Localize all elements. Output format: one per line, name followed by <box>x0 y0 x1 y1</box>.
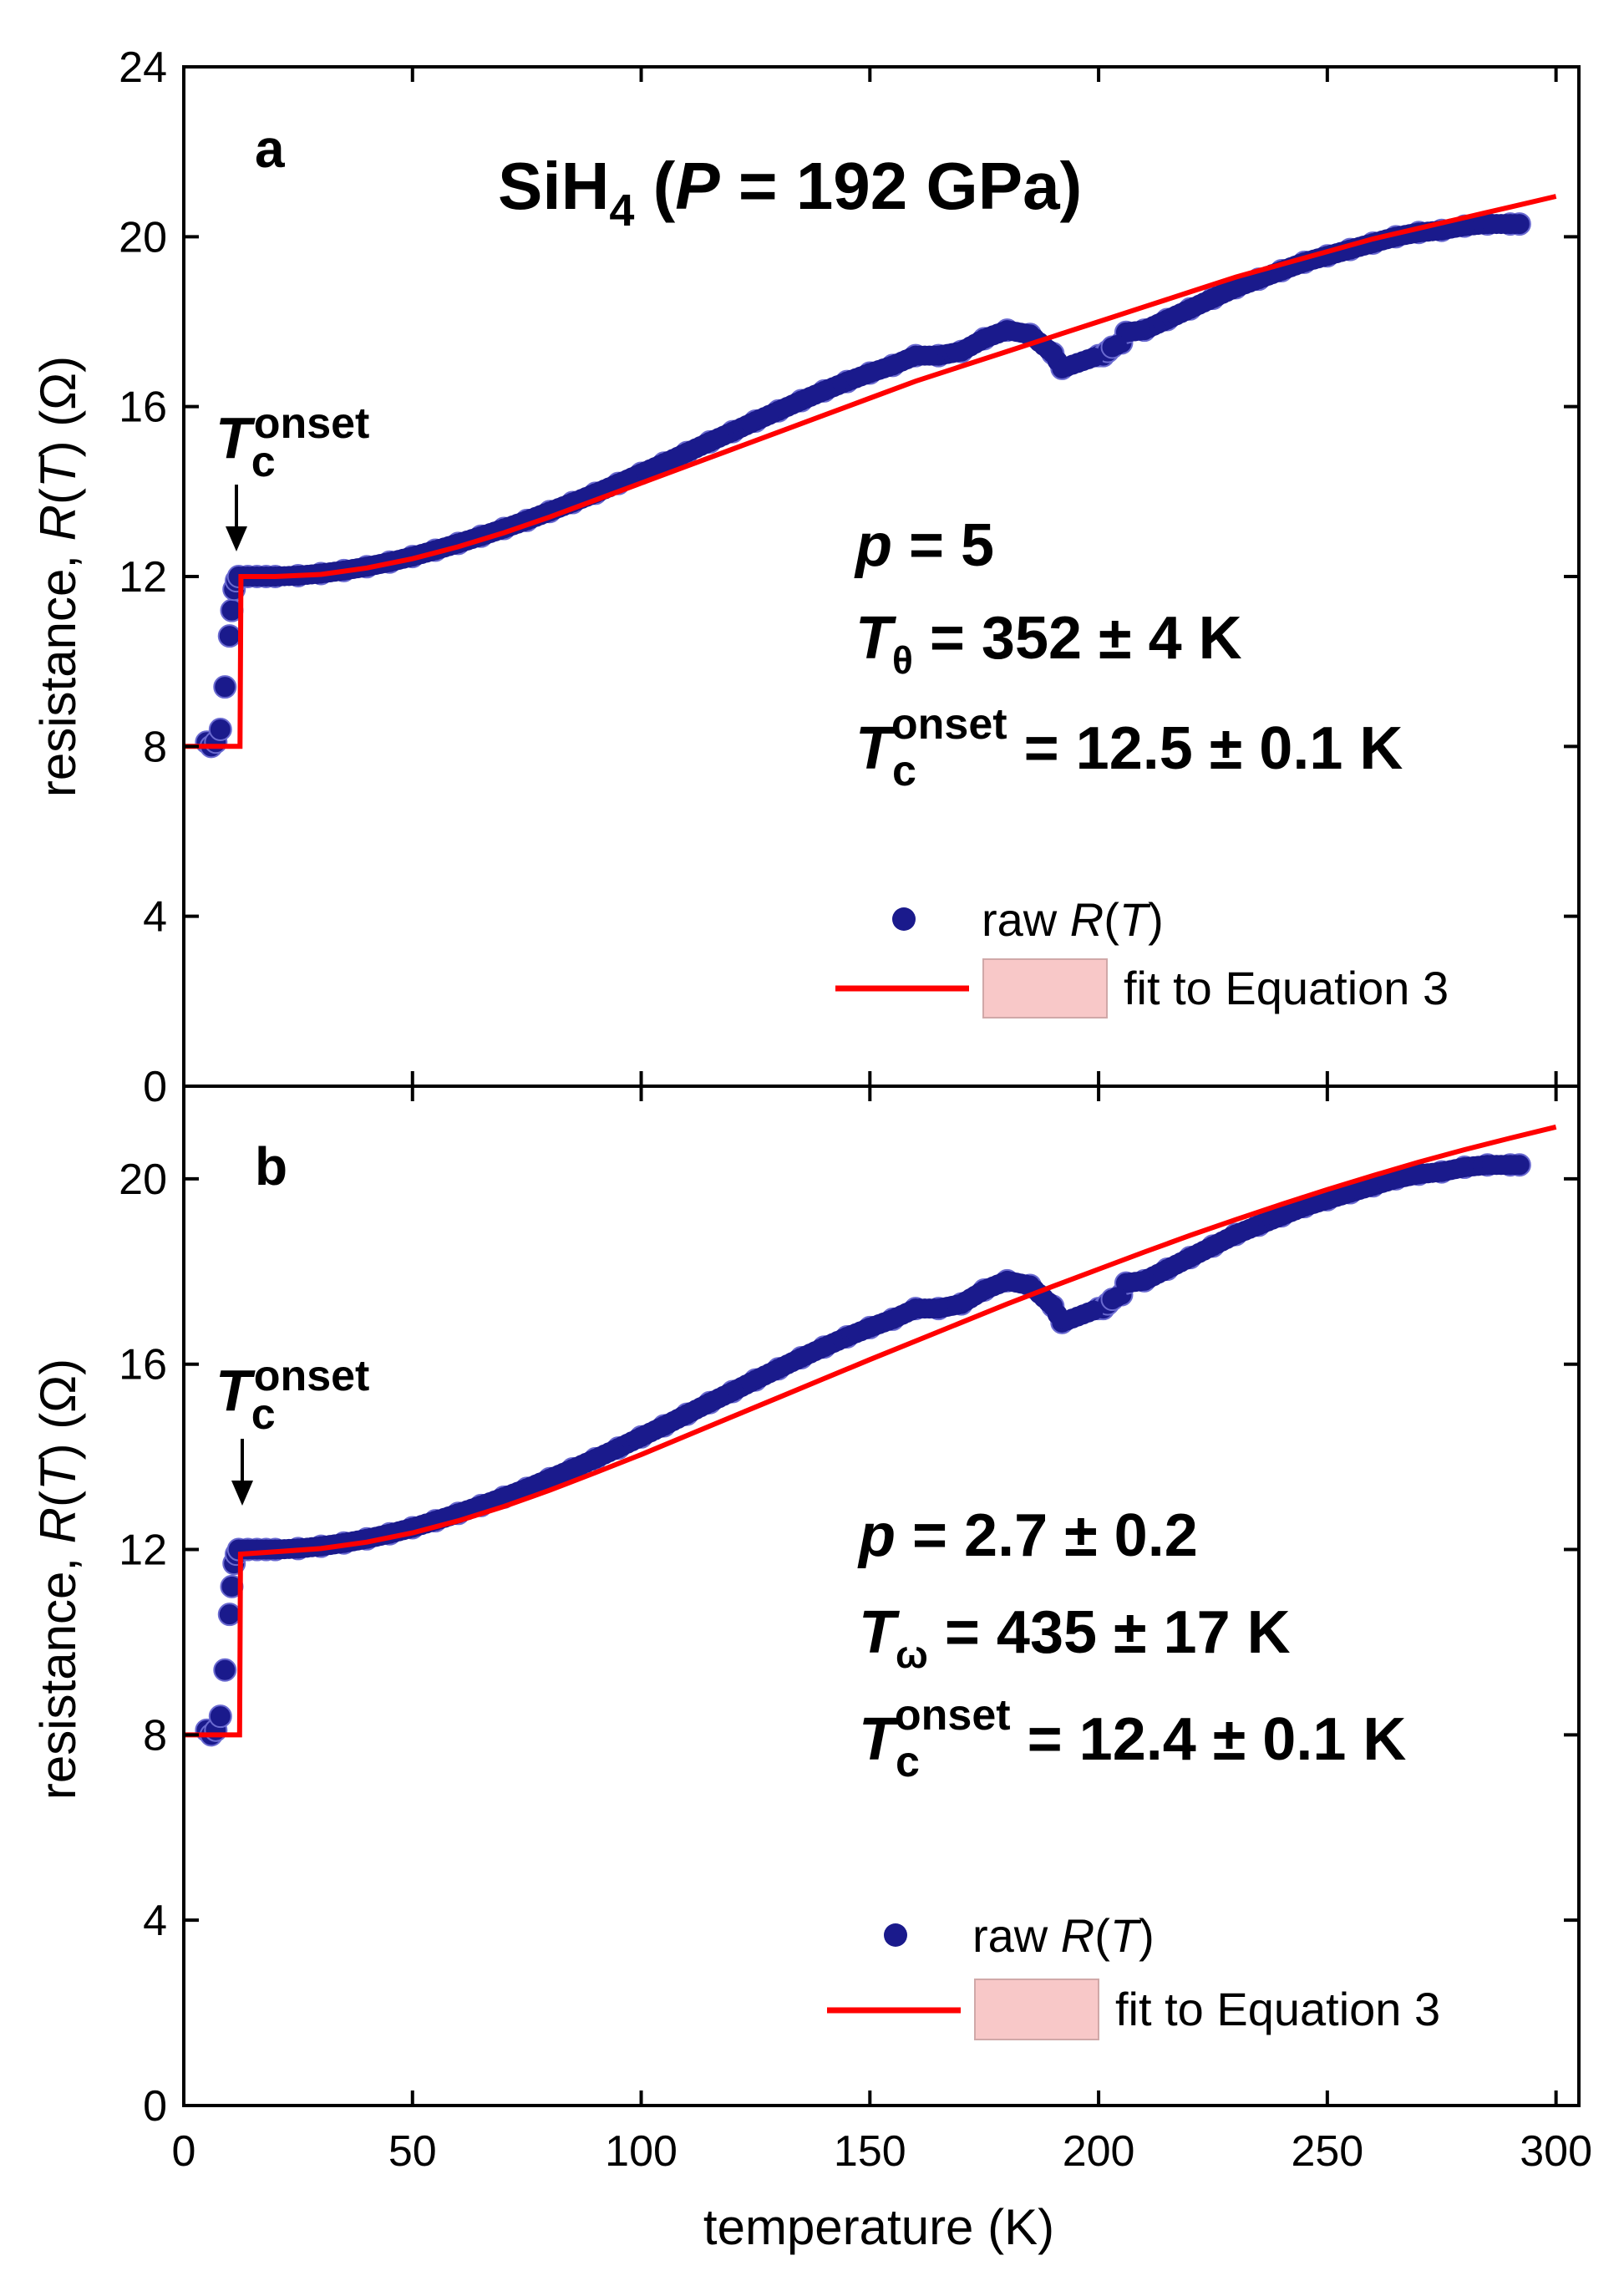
x-tick-label: 250 <box>1291 2127 1363 2176</box>
y-tick-label: 16 <box>119 384 167 432</box>
legend-fit-band-b <box>974 1979 1099 2040</box>
x-tick-label: 0 <box>172 2127 196 2176</box>
fit-line <box>184 1124 1557 1738</box>
legend-raw-marker-a <box>892 907 916 931</box>
param-tc-a: Tconset = 12.5 ± 0.1 K <box>855 700 1403 795</box>
y-tick-label: 16 <box>119 1341 167 1389</box>
param-tomega-b: Tω = 435 ± 17 K <box>859 1599 1291 1676</box>
raw-point <box>1505 214 1525 235</box>
panel-label-b: b <box>255 1136 287 1196</box>
y-tick-label: 20 <box>119 213 167 262</box>
raw-point <box>1083 347 1104 368</box>
tc-onset-annotation-b: Tconset <box>216 1352 369 1506</box>
y-tick-label: 4 <box>143 893 167 942</box>
legend-fit-band-a <box>982 958 1108 1019</box>
tc-arrow-head-a <box>226 526 247 551</box>
fit-series-a <box>184 194 1557 749</box>
y-tick-label: 12 <box>119 553 167 602</box>
param-p-b: p = 2.7 ± 0.2 <box>857 1502 1198 1569</box>
y-tick-label: 0 <box>143 1063 167 1111</box>
raw-point <box>213 675 237 699</box>
tc-annotation-text-a: Tconset <box>216 399 369 486</box>
x-axis-title: temperature (K) <box>703 2199 1054 2255</box>
plot-frame-b <box>182 1085 1581 2107</box>
fit-params-a: p = 5 Tθ = 352 ± 4 K Tconset = 12.5 ± 0.… <box>854 512 1403 795</box>
param-tc-b: Tconset = 12.4 ± 0.1 K <box>859 1691 1406 1786</box>
raw-point <box>217 624 241 648</box>
legend-raw-label-a: raw R(T) <box>982 893 1164 946</box>
y-tick-label: 8 <box>143 1711 167 1760</box>
x-tick-label: 300 <box>1520 2127 1592 2176</box>
legend-b: raw R(T) fit to Equation 3 <box>827 1909 1440 2040</box>
y-tick-label: 24 <box>119 43 167 92</box>
param-p-a: p = 5 <box>854 512 994 579</box>
tc-arrow-head-b <box>231 1481 253 1506</box>
raw-point <box>1083 1300 1104 1321</box>
y-axis-title-a: resistance, R(T) (Ω) <box>30 356 86 797</box>
raw-series-b <box>195 1153 1531 1747</box>
y-tick-label: 8 <box>143 723 167 771</box>
y-axis-title-b: resistance, R(T) (Ω) <box>30 1359 86 1800</box>
legend-raw-label-b: raw R(T) <box>972 1909 1155 1962</box>
legend-fit-label-b: fit to Equation 3 <box>1115 1983 1440 2035</box>
raw-point <box>213 1658 237 1682</box>
legend-raw-marker-b <box>884 1923 907 1947</box>
x-tick-label: 150 <box>834 2127 906 2176</box>
x-tick-label: 100 <box>605 2127 678 2176</box>
raw-point <box>217 1603 241 1627</box>
legend-fit-label-a: fit to Equation 3 <box>1124 962 1449 1014</box>
raw-series-a <box>195 212 1531 759</box>
fit-series-b <box>184 1124 1557 1738</box>
raw-point <box>1106 334 1127 355</box>
param-ttheta-a: Tθ = 352 ± 4 K <box>855 605 1242 682</box>
chart-title: SiH4 (P = 192 GPa) <box>498 149 1082 236</box>
x-tick-label: 200 <box>1063 2127 1135 2176</box>
raw-point <box>1106 1287 1127 1308</box>
y-tick-label: 12 <box>119 1527 167 1575</box>
y-tick-label: 4 <box>143 1897 167 1945</box>
raw-point <box>208 1704 232 1729</box>
panel-a: 0 4 8 12 16 20 24 a SiH4 (P = 192 GPa) Tconset… <box>119 43 1581 1111</box>
tc-onset-annotation-a: Tconset <box>216 399 369 551</box>
tc-annotation-text-b: Tconset <box>216 1352 369 1439</box>
x-tick-label: 50 <box>388 2127 437 2176</box>
fit-line <box>184 194 1557 749</box>
panel-label-a: a <box>255 119 285 179</box>
y-tick-label: 20 <box>119 1156 167 1204</box>
y-tick-label: 0 <box>143 2082 167 2131</box>
raw-point <box>1505 1155 1525 1176</box>
legend-a: raw R(T) fit to Equation 3 <box>835 893 1449 1019</box>
fit-params-b: p = 2.7 ± 0.2 Tω = 435 ± 17 K Tconset = … <box>857 1502 1406 1786</box>
raw-point <box>208 718 232 741</box>
